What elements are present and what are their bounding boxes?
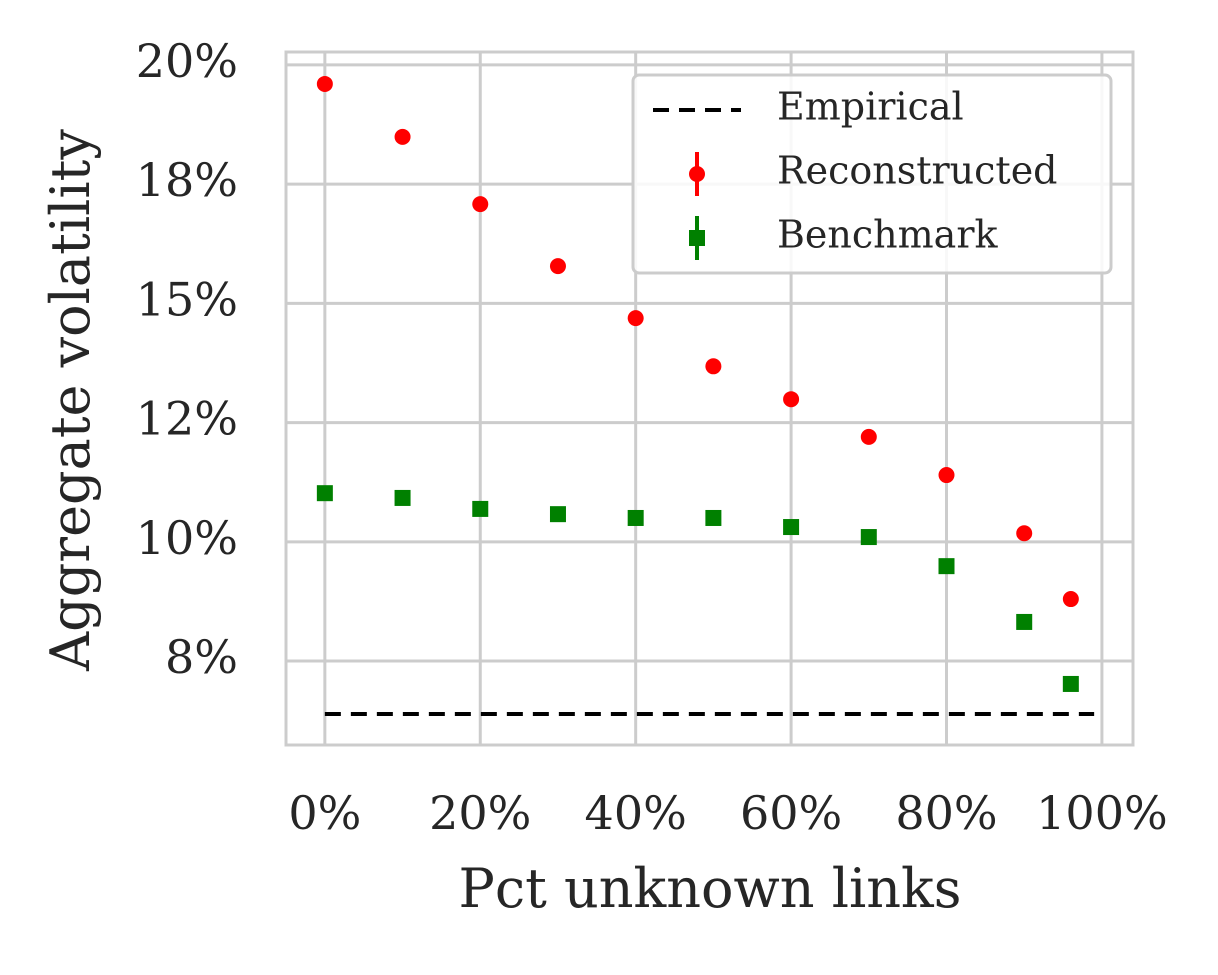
point [549,258,566,275]
point [316,75,333,92]
point [1062,591,1079,608]
point [938,467,955,484]
x-tick-label: 20% [429,786,531,840]
y-tick-label: 12% [136,392,238,446]
legend: Empirical Reconstructed Benchmark [631,73,1113,275]
point [705,509,722,526]
y-axis-label: Aggregate volatility [39,129,102,672]
x-tick-label: 0% [288,786,361,840]
x-tick-label: 40% [585,786,687,840]
point [472,196,489,213]
x-tick-label: 80% [895,786,997,840]
point [783,519,800,536]
point [394,128,411,145]
point [705,358,722,375]
point [1062,675,1079,692]
point [860,529,877,546]
legend-label: Benchmark [777,213,998,257]
y-tick-label: 20% [136,34,238,88]
point [783,391,800,408]
y-tick-label: 10% [136,511,238,565]
point [1016,613,1033,630]
legend-swatch [689,230,705,246]
point [627,310,644,327]
point [860,428,877,445]
point [627,509,644,526]
legend-label: Empirical [777,85,964,129]
point [1016,525,1033,542]
y-tick-label: 8% [165,630,238,684]
legend-label: Reconstructed [777,149,1058,193]
y-tick-label: 18% [136,153,238,207]
plot-frame [284,50,1135,747]
point [394,489,411,506]
point [549,506,566,523]
legend-swatch [689,166,705,182]
x-tick-label: 60% [740,786,842,840]
legend-frame [631,73,1113,275]
y-tick-label: 15% [136,272,238,326]
point [472,500,489,517]
point [316,485,333,502]
x-tick-label: 100% [1036,786,1168,840]
point [938,558,955,575]
x-axis-label: Pct unknown links [459,857,962,920]
